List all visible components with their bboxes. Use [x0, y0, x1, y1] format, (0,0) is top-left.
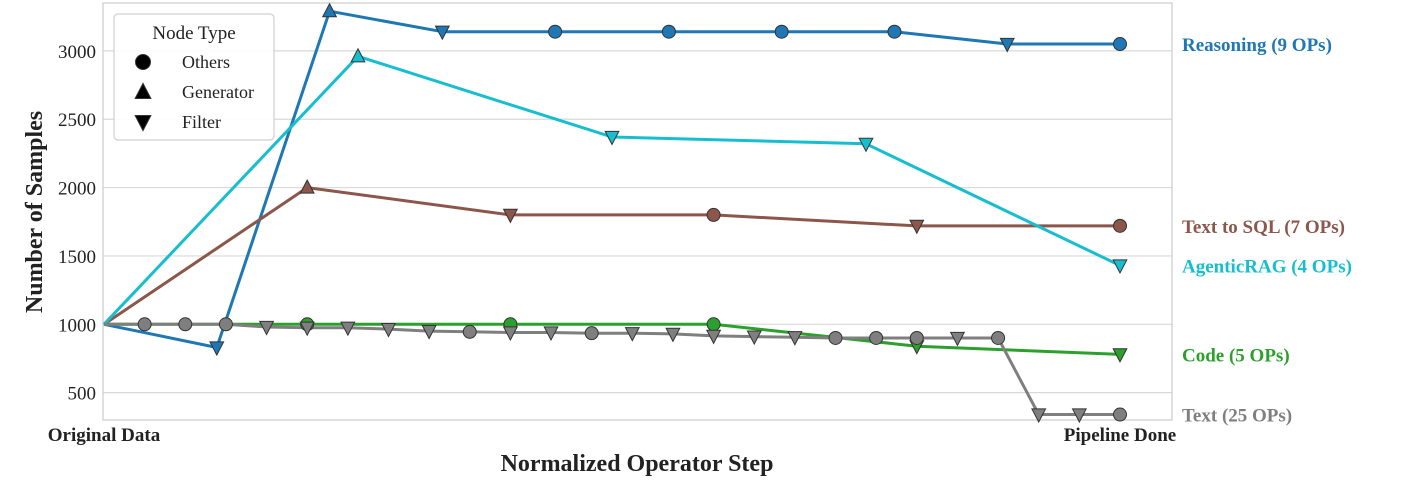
data-point-code-5-ops: [1112, 348, 1128, 363]
legend: Node Type Others Generator Filter: [113, 13, 275, 141]
series-line-code-5-ops: [104, 322, 1121, 356]
data-point-text-25-ops: [218, 317, 233, 332]
data-point-text-25-ops: [584, 326, 599, 341]
y-tick-label: 2000: [58, 179, 96, 200]
data-point-text-25-ops: [949, 331, 966, 347]
data-point-reasoning-9-ops: [321, 2, 338, 18]
data-point-text-25-ops: [1031, 408, 1047, 424]
data-point-text-25-ops: [380, 322, 397, 338]
series-label-text-25-ops: Text (25 OPs): [1182, 406, 1292, 427]
data-point-text-to-sql-7-ops: [909, 219, 925, 235]
data-point-reasoning-9-ops: [661, 24, 676, 39]
data-point-text-25-ops: [787, 331, 803, 346]
series-line-reasoning-9-ops: [103, 9, 1120, 349]
x-tick-label-start: Original Data: [48, 425, 161, 446]
series-label-reasoning-9-ops: Reasoning (9 OPs): [1182, 35, 1332, 56]
data-point-text-25-ops: [421, 325, 437, 340]
data-point-text-25-ops: [502, 326, 519, 342]
data-point-code-5-ops: [706, 317, 721, 332]
data-point-text-25-ops: [462, 324, 477, 339]
data-point-text-25-ops: [1071, 408, 1088, 424]
data-point-text-25-ops: [543, 326, 559, 342]
series-label-text-to-sql-7-ops: Text to SQL (7 OPs): [1182, 217, 1345, 238]
data-point-text-25-ops: [340, 321, 356, 337]
y-tick-label: 1000: [58, 315, 96, 336]
data-point-reasoning-9-ops: [999, 37, 1015, 53]
x-tick-label-end: Pipeline Done: [1064, 425, 1176, 446]
legend-label-generator: Generator: [182, 82, 254, 102]
data-point-text-25-ops: [746, 330, 762, 346]
series-line-text-to-sql-7-ops: [103, 186, 1120, 326]
legend-title: Node Type: [152, 23, 235, 44]
series-label-agenticrag-4-ops: AgenticRAG (4 OPs): [1182, 257, 1352, 278]
data-point-text-25-ops: [869, 330, 884, 345]
data-point-agenticrag-4-ops: [1112, 259, 1128, 275]
legend-marker-others: [135, 54, 151, 70]
data-point-text-25-ops: [1113, 407, 1127, 422]
data-point-reasoning-9-ops: [548, 24, 563, 39]
data-point-text-25-ops: [299, 321, 315, 337]
legend-label-filter: Filter: [182, 112, 221, 132]
x-axis-title: Normalized Operator Step: [501, 451, 774, 477]
legend-marker-generator: [134, 82, 152, 99]
series-label-code-5-ops: Code (5 OPs): [1182, 345, 1290, 366]
y-tick-label: 2500: [58, 110, 96, 131]
data-point-reasoning-9-ops: [434, 25, 450, 41]
series-line-text-25-ops: [104, 322, 1120, 416]
legend-label-others: Others: [182, 52, 230, 72]
data-point-text-to-sql-7-ops: [1113, 218, 1127, 233]
data-point-text-to-sql-7-ops: [502, 208, 519, 224]
data-point-text-25-ops: [624, 327, 640, 342]
y-tick-label: 500: [68, 384, 97, 405]
data-point-agenticrag-4-ops: [858, 137, 874, 153]
data-point-reasoning-9-ops: [209, 341, 225, 357]
plot-frame: [102, 2, 1173, 421]
data-point-text-to-sql-7-ops: [706, 207, 721, 222]
data-point-agenticrag-4-ops: [604, 130, 620, 146]
data-point-text-25-ops: [828, 330, 843, 345]
data-point-text-25-ops: [991, 330, 1006, 345]
data-point-text-25-ops: [137, 317, 152, 332]
data-point-reasoning-9-ops: [887, 24, 902, 39]
data-point-text-25-ops: [258, 320, 275, 336]
legend-frame: [113, 13, 275, 141]
data-point-text-25-ops: [909, 330, 924, 345]
data-point-reasoning-9-ops: [1113, 37, 1127, 52]
data-point-text-25-ops: [178, 317, 193, 332]
data-point-text-to-sql-7-ops: [299, 179, 315, 194]
y-axis-title: Number of Samples: [22, 111, 48, 313]
legend-marker-filter: [134, 115, 152, 132]
data-point-text-25-ops: [665, 327, 681, 343]
data-point-agenticrag-4-ops: [350, 47, 366, 63]
data-point-reasoning-9-ops: [774, 24, 789, 39]
data-point-text-25-ops: [705, 329, 722, 345]
y-tick-label: 3000: [58, 42, 96, 63]
y-tick-label: 1500: [58, 247, 96, 268]
